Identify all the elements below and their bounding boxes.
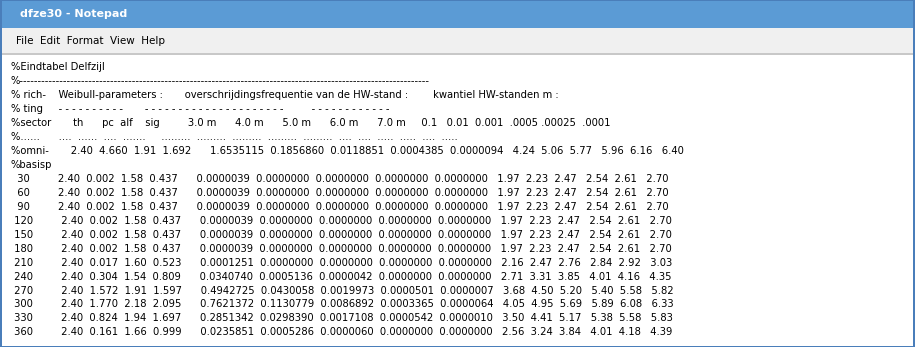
Text: %basisp: %basisp xyxy=(11,160,52,170)
Text: 150         2.40  0.002  1.58  0.437      0.0000039  0.0000000  0.0000000  0.000: 150 2.40 0.002 1.58 0.437 0.0000039 0.00… xyxy=(11,230,672,240)
Text: 120         2.40  0.002  1.58  0.437      0.0000039  0.0000000  0.0000000  0.000: 120 2.40 0.002 1.58 0.437 0.0000039 0.00… xyxy=(11,216,672,226)
Text: 30         2.40  0.002  1.58  0.437      0.0000039  0.0000000  0.0000000  0.0000: 30 2.40 0.002 1.58 0.437 0.0000039 0.000… xyxy=(11,174,669,184)
Text: 330         2.40  0.824  1.94  1.697      0.2851342  0.0298390  0.0017108  0.000: 330 2.40 0.824 1.94 1.697 0.2851342 0.02… xyxy=(11,313,673,323)
Bar xyxy=(2,28,913,53)
Text: %sector       th      pc  alf    sig         3.0 m      4.0 m      5.0 m      6.: %sector th pc alf sig 3.0 m 4.0 m 5.0 m … xyxy=(11,118,610,128)
Text: 210         2.40  0.017  1.60  0.523      0.0001251  0.0000000  0.0000000  0.000: 210 2.40 0.017 1.60 0.523 0.0001251 0.00… xyxy=(11,257,673,268)
Text: dfze30 - Notepad: dfze30 - Notepad xyxy=(20,9,127,19)
Bar xyxy=(2,53,913,55)
Bar xyxy=(2,53,913,346)
Text: %-------------------------------------------------------------------------------: %---------------------------------------… xyxy=(11,76,430,86)
Bar xyxy=(2,1,913,28)
Text: 60         2.40  0.002  1.58  0.437      0.0000039  0.0000000  0.0000000  0.0000: 60 2.40 0.002 1.58 0.437 0.0000039 0.000… xyxy=(11,188,669,198)
Text: 300         2.40  1.770  2.18  2.095      0.7621372  0.1130779  0.0086892  0.000: 300 2.40 1.770 2.18 2.095 0.7621372 0.11… xyxy=(11,299,673,310)
Text: 90         2.40  0.002  1.58  0.437      0.0000039  0.0000000  0.0000000  0.0000: 90 2.40 0.002 1.58 0.437 0.0000039 0.000… xyxy=(11,202,669,212)
Text: 270         2.40  1.572  1.91  1.597      0.4942725  0.0430058  0.0019973  0.000: 270 2.40 1.572 1.91 1.597 0.4942725 0.04… xyxy=(11,286,673,296)
Text: % ting     - - - - - - - - - -       - - - - - - - - - - - - - - - - - - - - -  : % ting - - - - - - - - - - - - - - - - -… xyxy=(11,104,390,114)
Text: % rich-    Weibull-parameters :       overschrijdingsfrequentie van de HW-stand : % rich- Weibull-parameters : overschrijd… xyxy=(11,90,558,100)
Text: 360         2.40  0.161  1.66  0.999      0.0235851  0.0005286  0.0000060  0.000: 360 2.40 0.161 1.66 0.999 0.0235851 0.00… xyxy=(11,327,673,337)
Text: 180         2.40  0.002  1.58  0.437      0.0000039  0.0000000  0.0000000  0.000: 180 2.40 0.002 1.58 0.437 0.0000039 0.00… xyxy=(11,244,672,254)
Text: 240         2.40  0.304  1.54  0.809      0.0340740  0.0005136  0.0000042  0.000: 240 2.40 0.304 1.54 0.809 0.0340740 0.00… xyxy=(11,272,672,281)
Text: File  Edit  Format  View  Help: File Edit Format View Help xyxy=(16,36,166,46)
Text: %omni-       2.40  4.660  1.91  1.692      1.6535115  0.1856860  0.0118851  0.00: %omni- 2.40 4.660 1.91 1.692 1.6535115 0… xyxy=(11,146,684,156)
Text: %Eindtabel Delfzijl: %Eindtabel Delfzijl xyxy=(11,62,104,73)
Text: %......      ....  ......  ....  .......     .........  .........  .........  ..: %...... .... ...... .... ....... .......… xyxy=(11,132,458,142)
